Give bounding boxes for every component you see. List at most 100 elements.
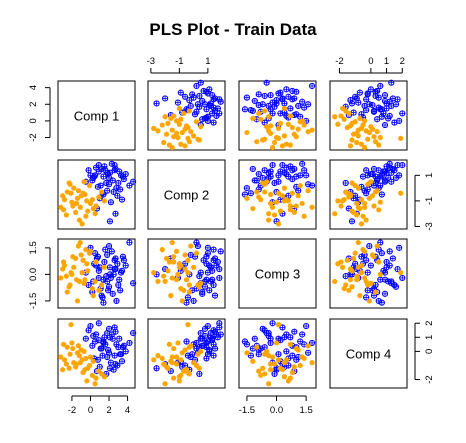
point-marker bbox=[375, 104, 382, 111]
point-marker bbox=[289, 190, 295, 196]
point-marker bbox=[81, 348, 87, 354]
point-marker bbox=[196, 137, 202, 143]
point-marker bbox=[279, 162, 286, 169]
point-marker bbox=[275, 172, 282, 179]
point-marker bbox=[74, 298, 81, 304]
point-marker bbox=[176, 374, 182, 380]
point-marker bbox=[295, 193, 301, 199]
variable-label: Comp 1 bbox=[74, 109, 120, 124]
point-marker bbox=[366, 195, 372, 201]
panel-r1-c4 bbox=[329, 79, 408, 151]
point-marker bbox=[255, 170, 262, 178]
point-marker bbox=[345, 205, 352, 212]
point-marker bbox=[188, 343, 194, 349]
point-marker bbox=[171, 254, 177, 260]
point-marker bbox=[182, 266, 188, 272]
point-marker bbox=[105, 349, 113, 356]
point-marker bbox=[87, 248, 94, 254]
point-marker bbox=[349, 284, 355, 290]
point-marker bbox=[162, 114, 168, 120]
point-marker bbox=[63, 361, 69, 367]
tick-label: -2 bbox=[28, 133, 39, 141]
point-marker bbox=[76, 217, 82, 223]
panel-frame bbox=[329, 159, 408, 230]
point-marker bbox=[216, 320, 223, 327]
variable-label: Comp 2 bbox=[164, 188, 210, 203]
point-marker bbox=[293, 88, 300, 95]
tick-label: 1 bbox=[424, 335, 435, 340]
point-marker bbox=[92, 338, 99, 345]
point-marker bbox=[250, 115, 256, 122]
point-marker bbox=[309, 204, 315, 210]
point-marker bbox=[378, 172, 385, 179]
point-marker bbox=[204, 338, 211, 345]
point-marker bbox=[305, 349, 312, 356]
point-marker bbox=[197, 269, 204, 276]
point-marker bbox=[175, 271, 181, 277]
point-marker bbox=[241, 338, 249, 345]
point-marker bbox=[104, 278, 111, 285]
point-marker bbox=[179, 298, 185, 304]
point-marker bbox=[359, 173, 367, 180]
point-marker bbox=[392, 101, 400, 108]
point-marker bbox=[350, 131, 357, 137]
point-marker bbox=[291, 364, 297, 370]
point-marker bbox=[297, 338, 304, 345]
panel-r3-c2 bbox=[147, 238, 226, 309]
point-marker bbox=[101, 374, 107, 380]
point-marker bbox=[256, 194, 262, 200]
point-marker bbox=[281, 105, 288, 112]
point-marker bbox=[364, 287, 371, 294]
point-marker bbox=[171, 345, 177, 352]
point-marker bbox=[207, 278, 214, 285]
point-marker bbox=[63, 212, 69, 218]
point-marker bbox=[162, 381, 168, 387]
point-marker bbox=[354, 273, 360, 279]
point-marker bbox=[258, 116, 264, 122]
point-marker bbox=[191, 133, 197, 139]
point-marker bbox=[175, 134, 181, 141]
panel-frame bbox=[147, 159, 226, 230]
point-marker bbox=[197, 335, 204, 342]
point-marker bbox=[71, 185, 77, 191]
point-marker bbox=[287, 113, 293, 119]
tick-label: 0 bbox=[424, 349, 435, 354]
point-marker bbox=[217, 248, 224, 255]
point-marker bbox=[263, 79, 270, 86]
panel-r4-c1 bbox=[57, 318, 137, 389]
point-marker bbox=[116, 276, 123, 283]
point-marker bbox=[203, 253, 210, 260]
point-marker bbox=[364, 186, 371, 193]
tick-label: 1.5 bbox=[28, 241, 39, 254]
point-marker bbox=[102, 246, 109, 253]
point-marker bbox=[287, 105, 294, 112]
point-marker bbox=[266, 128, 272, 134]
point-marker bbox=[364, 269, 371, 276]
point-marker bbox=[216, 265, 223, 273]
point-marker bbox=[60, 341, 67, 347]
point-marker bbox=[116, 335, 123, 342]
point-marker bbox=[279, 324, 286, 331]
point-marker bbox=[185, 135, 191, 141]
point-marker bbox=[211, 345, 219, 352]
point-marker bbox=[159, 247, 165, 253]
point-marker bbox=[271, 370, 278, 378]
point-marker bbox=[295, 126, 301, 132]
point-marker bbox=[266, 211, 272, 217]
point-marker bbox=[350, 255, 357, 262]
point-marker bbox=[183, 338, 190, 345]
point-marker bbox=[277, 110, 284, 117]
point-marker bbox=[376, 142, 382, 148]
point-marker bbox=[254, 344, 260, 350]
point-marker bbox=[354, 139, 360, 146]
point-marker bbox=[100, 173, 107, 180]
panel-r3-c3: Comp 3 bbox=[238, 238, 317, 309]
point-marker bbox=[273, 100, 280, 107]
point-marker bbox=[301, 213, 307, 219]
point-marker bbox=[70, 254, 76, 260]
point-marker bbox=[254, 189, 260, 195]
point-marker bbox=[285, 173, 292, 180]
point-marker bbox=[396, 117, 403, 125]
point-marker bbox=[171, 375, 177, 381]
point-marker bbox=[210, 257, 217, 264]
